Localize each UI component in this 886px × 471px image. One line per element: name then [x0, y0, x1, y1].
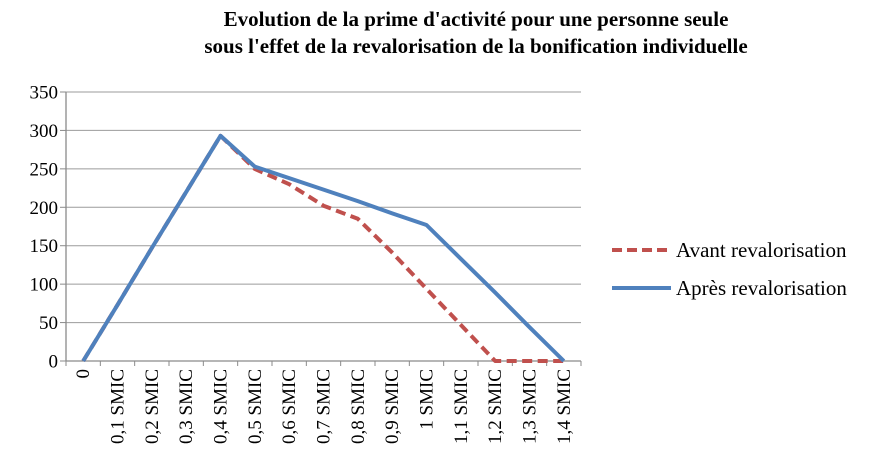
legend-item-apres: Après revalorisation	[612, 275, 847, 301]
y-axis-label: 200	[30, 198, 59, 219]
x-axis-label: 0,1 SMIC	[108, 369, 129, 444]
chart-title-line2: sous l'effet de la revalorisation de la …	[204, 34, 748, 58]
series-line-apres	[81, 133, 566, 363]
y-axis-label: 100	[30, 275, 59, 296]
series-line-avant	[81, 133, 564, 363]
x-axis-label: 0	[73, 369, 94, 379]
y-axis-label: 0	[49, 352, 59, 373]
x-axis-label: 0,9 SMIC	[382, 369, 403, 444]
x-axis-label: 1,4 SMIC	[554, 369, 575, 444]
x-axis-label: 0,2 SMIC	[142, 369, 163, 444]
y-axis-label: 250	[30, 159, 59, 180]
legend: Avant revalorisation Après revalorisatio…	[612, 237, 847, 301]
x-axis-label: 1,2 SMIC	[485, 369, 506, 444]
chart-title-line1: Evolution de la prime d'activité pour un…	[223, 7, 729, 31]
x-axis-label: 1,3 SMIC	[520, 369, 541, 444]
legend-item-avant: Avant revalorisation	[612, 237, 847, 263]
x-axis-label: 0,5 SMIC	[245, 369, 266, 444]
legend-swatch-solid-blue	[612, 286, 671, 290]
x-axis-label: 0,6 SMIC	[279, 369, 300, 444]
x-axis-label: 1,1 SMIC	[451, 369, 472, 444]
legend-swatch-dashed-red	[612, 248, 671, 252]
legend-label-apres: Après revalorisation	[676, 275, 847, 300]
y-axis-label: 150	[30, 236, 59, 257]
y-axis-label: 350	[30, 83, 59, 104]
y-axis-label: 50	[39, 313, 58, 334]
y-axis-label: 300	[30, 121, 59, 142]
legend-label-avant: Avant revalorisation	[676, 237, 847, 262]
chart-title: Evolution de la prime d'activité pour un…	[70, 6, 882, 60]
x-axis-label: 0,3 SMIC	[176, 369, 197, 444]
x-axis-label: 0,8 SMIC	[348, 369, 369, 444]
x-axis-label: 0,4 SMIC	[211, 369, 232, 444]
x-axis-label: 1 SMIC	[417, 369, 438, 430]
x-axis-label: 0,7 SMIC	[314, 369, 335, 444]
